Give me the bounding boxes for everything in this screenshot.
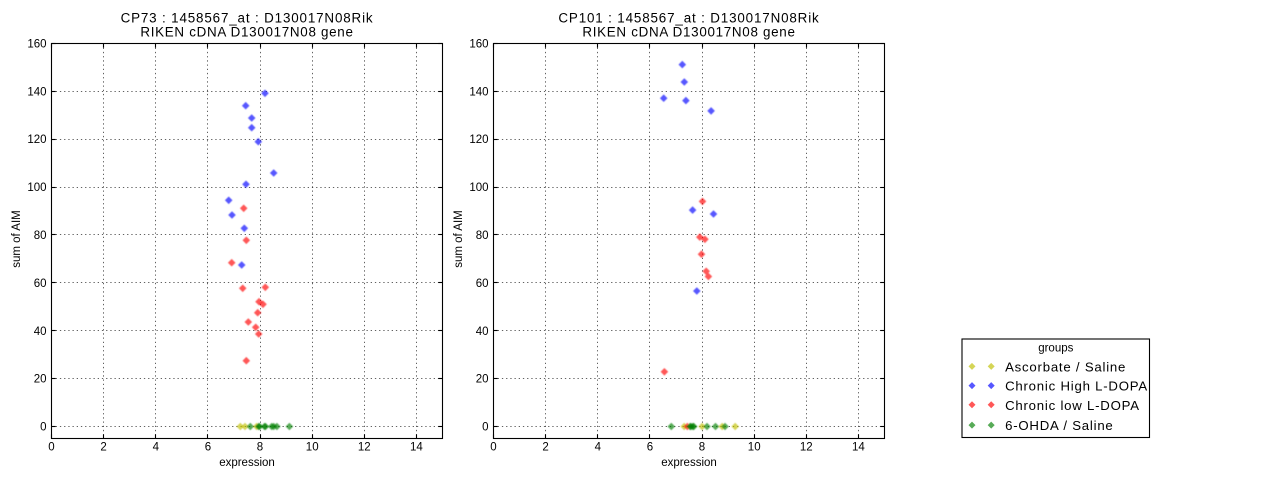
svg-text:100: 100: [469, 182, 488, 194]
svg-text:40: 40: [34, 326, 47, 338]
svg-text:RIKEN cDNA D130017N08 gene: RIKEN cDNA D130017N08 gene: [582, 25, 795, 40]
svg-text:Ascorbate / Saline: Ascorbate / Saline: [1005, 360, 1126, 375]
svg-text:14: 14: [410, 442, 423, 454]
svg-text:6-OHDA / Saline: 6-OHDA / Saline: [1005, 418, 1113, 433]
svg-text:100: 100: [27, 182, 46, 194]
svg-text:10: 10: [748, 442, 761, 454]
svg-text:expression: expression: [219, 457, 275, 469]
svg-text:60: 60: [476, 278, 489, 290]
svg-text:80: 80: [476, 230, 489, 242]
svg-text:20: 20: [476, 374, 489, 386]
svg-text:2: 2: [100, 442, 106, 454]
svg-text:140: 140: [27, 86, 46, 98]
svg-text:80: 80: [34, 230, 47, 242]
svg-text:10: 10: [306, 442, 319, 454]
svg-text:8: 8: [257, 442, 263, 454]
svg-text:6: 6: [205, 442, 211, 454]
svg-text:0: 0: [40, 422, 46, 434]
svg-text:40: 40: [476, 326, 489, 338]
svg-text:0: 0: [482, 422, 488, 434]
svg-text:RIKEN cDNA D130017N08 gene: RIKEN cDNA D130017N08 gene: [140, 25, 353, 40]
svg-text:20: 20: [34, 374, 47, 386]
svg-text:8: 8: [699, 442, 705, 454]
svg-text:160: 160: [469, 39, 488, 51]
svg-text:12: 12: [358, 442, 371, 454]
svg-text:CP101 : 1458567_at : D130017N0: CP101 : 1458567_at : D130017N08Rik: [558, 11, 819, 26]
svg-text:2: 2: [542, 442, 548, 454]
svg-text:CP73 : 1458567_at : D130017N08: CP73 : 1458567_at : D130017N08Rik: [121, 11, 374, 26]
svg-text:4: 4: [595, 442, 602, 454]
svg-text:160: 160: [27, 39, 46, 51]
svg-text:sum of AIM: sum of AIM: [453, 210, 465, 268]
svg-text:140: 140: [469, 86, 488, 98]
svg-text:sum of AIM: sum of AIM: [11, 210, 23, 268]
svg-text:Chronic low L-DOPA: Chronic low L-DOPA: [1005, 398, 1140, 413]
svg-text:0: 0: [490, 442, 496, 454]
svg-text:0: 0: [48, 442, 54, 454]
svg-text:Chronic High L-DOPA: Chronic High L-DOPA: [1005, 379, 1148, 394]
svg-text:120: 120: [27, 134, 46, 146]
svg-text:expression: expression: [661, 457, 717, 469]
svg-text:6: 6: [647, 442, 653, 454]
svg-text:4: 4: [153, 442, 160, 454]
svg-text:14: 14: [852, 442, 865, 454]
svg-text:60: 60: [34, 278, 47, 290]
svg-text:120: 120: [469, 134, 488, 146]
svg-text:12: 12: [800, 442, 813, 454]
svg-text:groups: groups: [1038, 342, 1073, 354]
